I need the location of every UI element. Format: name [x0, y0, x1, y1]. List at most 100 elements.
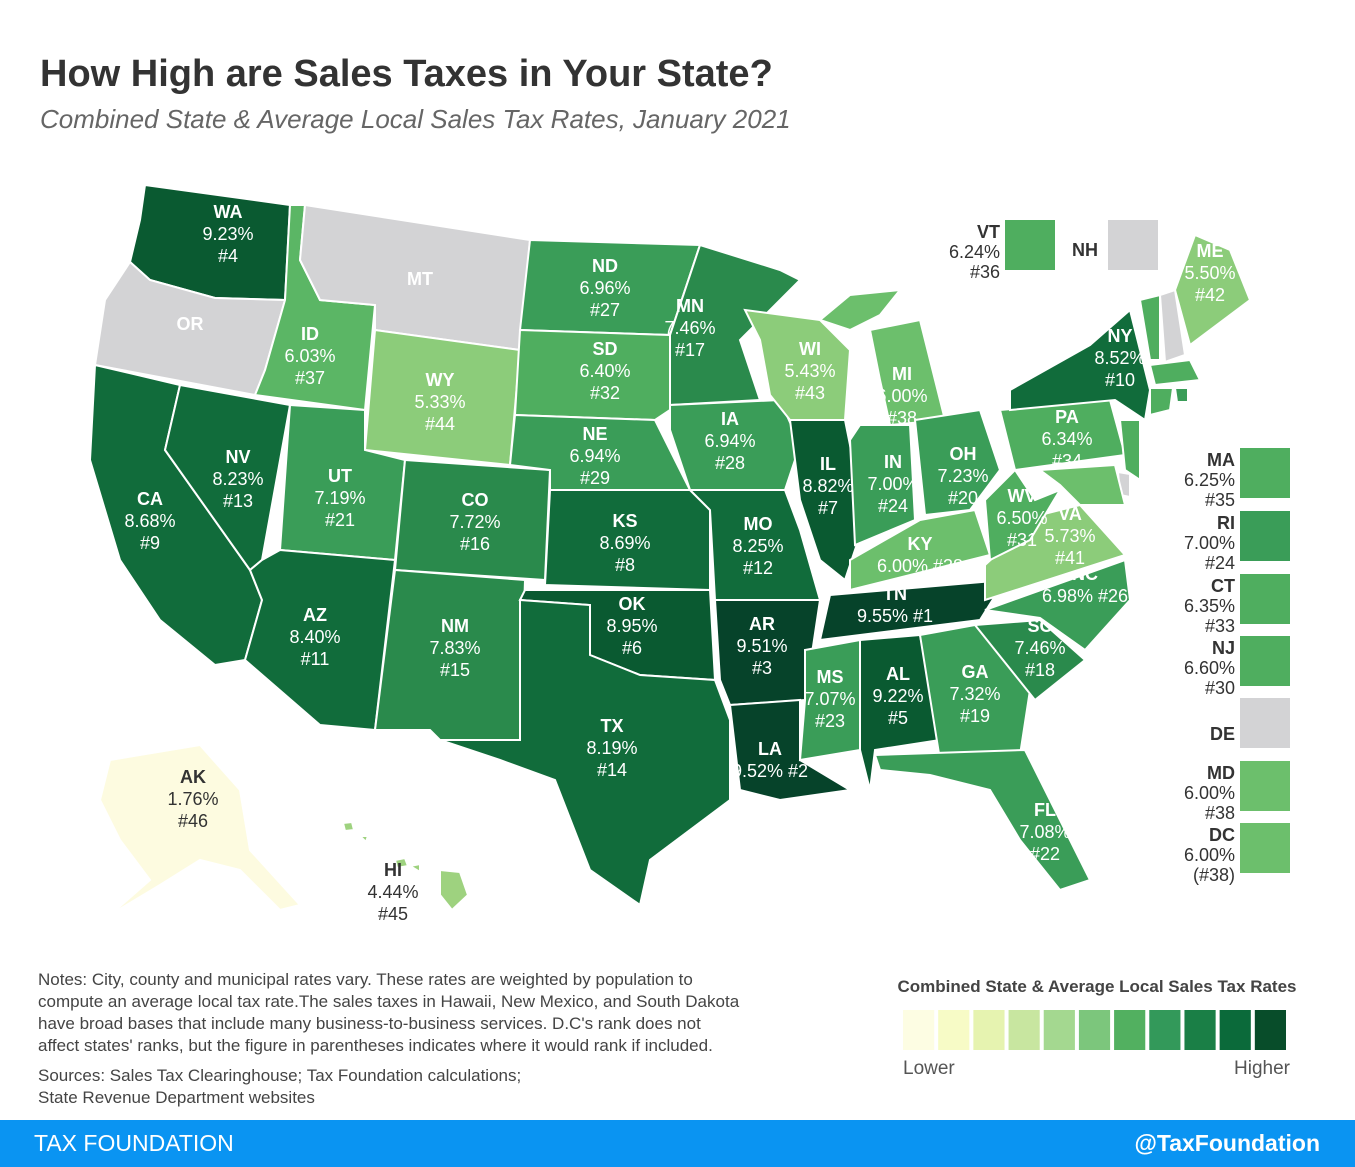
- state-rate: 6.24%: [949, 242, 1000, 262]
- state-rank: #28: [715, 453, 745, 473]
- state-swatch: [1240, 761, 1290, 811]
- state-rank: #4: [218, 246, 238, 266]
- legend-swatch: [938, 1010, 970, 1050]
- state-rate: 8.69%: [599, 533, 650, 553]
- state-abbr: WY: [426, 370, 455, 390]
- state-abbr: MA: [1207, 450, 1235, 470]
- state-rate: 6.94%: [704, 431, 755, 451]
- state-rate: 8.19%: [586, 738, 637, 758]
- state-shape: [1037, 463, 1127, 506]
- state-rank: #9: [140, 533, 160, 553]
- state-rate: 7.23%: [937, 466, 988, 486]
- state-rank: #10: [1105, 370, 1135, 390]
- state-rate: 1.76%: [167, 789, 218, 809]
- state-rate: 5.73%: [1044, 526, 1095, 546]
- state-abbr: AZ: [303, 605, 327, 625]
- state-abbr: CT: [1211, 576, 1235, 596]
- state-shape: [439, 868, 470, 912]
- note-line: affect states' ranks, but the figure in …: [38, 1036, 713, 1055]
- state-rank: #36: [970, 262, 1000, 282]
- state-rate: 8.23%: [212, 469, 263, 489]
- state-abbr: RI: [1217, 513, 1235, 533]
- state-abbr: LA: [758, 739, 782, 759]
- state-shape: [1158, 288, 1187, 364]
- state-rank: #18: [1025, 660, 1055, 680]
- state-rate: 6.60%: [1184, 658, 1235, 678]
- state-abbr: AR: [749, 614, 775, 634]
- state-rank: #16: [460, 534, 490, 554]
- footer-left: TAX FOUNDATION: [34, 1130, 234, 1156]
- footer-bar: [0, 1120, 1355, 1167]
- state-abbr: MS: [817, 667, 844, 687]
- state-rank: #20: [948, 488, 978, 508]
- state-abbr: MO: [744, 514, 773, 534]
- state-abbr: ND: [592, 256, 618, 276]
- state-rate: 6.03%: [284, 346, 335, 366]
- state-shape: [984, 558, 1132, 652]
- state-abbr: NY: [1107, 326, 1132, 346]
- state-rate: 5.33%: [414, 392, 465, 412]
- state-shape: [341, 820, 356, 833]
- state-rank: #30: [1205, 678, 1235, 698]
- state-rank: #23: [815, 711, 845, 731]
- state-shape: [1138, 293, 1161, 361]
- state-shape: [728, 698, 853, 802]
- state-shape: [973, 618, 1087, 702]
- state-rate: 6.25%: [1184, 470, 1235, 490]
- legend-swatch: [1184, 1010, 1216, 1050]
- state-abbr: IN: [884, 452, 902, 472]
- state-shape: [669, 243, 802, 407]
- state-shape: [1173, 233, 1252, 347]
- state-rate: 8.82%: [802, 476, 853, 496]
- state-rank: #41: [1055, 548, 1085, 568]
- state-rank: #32: [590, 383, 620, 403]
- state-abbr: WA: [214, 202, 243, 222]
- state-rank: #38: [887, 408, 917, 428]
- state-rank: #8: [615, 555, 635, 575]
- state-rate: 9.23%: [202, 224, 253, 244]
- state-rank: #5: [888, 708, 908, 728]
- state-shape: [1118, 419, 1141, 482]
- state-rank: #21: [325, 510, 355, 530]
- state-shape: [913, 408, 1002, 517]
- state-swatch: [1240, 636, 1290, 686]
- state-swatch: [1240, 511, 1290, 561]
- state-rate: 7.46%: [664, 318, 715, 338]
- state-abbr: MD: [1207, 763, 1235, 783]
- state-rank: #26: [1098, 586, 1128, 606]
- state-abbr: NV: [225, 447, 250, 467]
- legend-swatch: [1254, 1010, 1286, 1050]
- source-line: Sources: Sales Tax Clearinghouse; Tax Fo…: [38, 1066, 521, 1085]
- state-rank: #14: [597, 760, 627, 780]
- legend-high: Higher: [1234, 1058, 1291, 1079]
- note-line: have broad bases that include many busin…: [38, 1014, 701, 1033]
- state-abbr: VA: [1058, 504, 1082, 524]
- state-abbr: OK: [619, 594, 646, 614]
- state-rate: 9.52%: [732, 761, 783, 781]
- state-abbr: UT: [328, 466, 352, 486]
- state-rate: 6.96%: [579, 278, 630, 298]
- state-rank: #42: [1195, 285, 1225, 305]
- state-rate: 8.40%: [289, 627, 340, 647]
- state-rate: 7.46%: [1014, 638, 1065, 658]
- state-abbr: SD: [592, 339, 617, 359]
- state-rank: #45: [378, 904, 408, 924]
- state-rate: 6.35%: [1184, 596, 1235, 616]
- state-rank: #31: [1007, 530, 1037, 550]
- state-abbr: OH: [950, 444, 977, 464]
- state-rank: #38: [1205, 803, 1235, 823]
- state-rate: 4.44%: [367, 882, 418, 902]
- legend-swatch: [1008, 1010, 1040, 1050]
- state-abbr: KS: [612, 511, 637, 531]
- state-shape: [513, 328, 671, 422]
- state-shape: [357, 835, 370, 844]
- state-rate: 7.19%: [314, 488, 365, 508]
- state-abbr: WV: [1008, 486, 1037, 506]
- state-rate: 6.34%: [1041, 429, 1092, 449]
- state-rank: #11: [301, 649, 330, 669]
- note-line: compute an average local tax rate.The sa…: [38, 992, 740, 1011]
- legend-swatch: [1114, 1010, 1146, 1050]
- state-swatch: [1240, 574, 1290, 624]
- state-rank: #24: [1205, 553, 1235, 573]
